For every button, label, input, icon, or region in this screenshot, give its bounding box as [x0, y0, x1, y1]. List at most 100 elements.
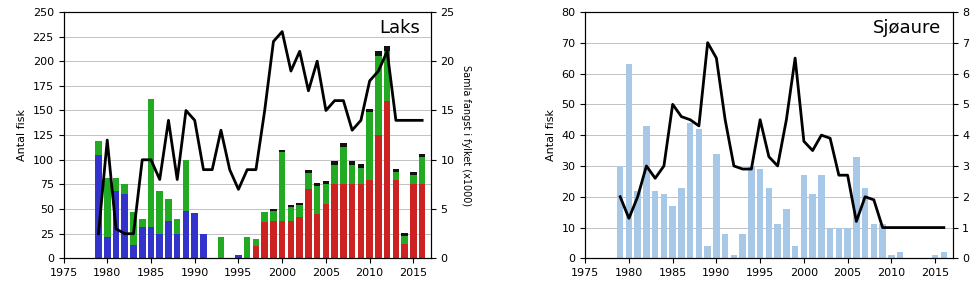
Bar	[139, 219, 146, 227]
Bar	[314, 214, 320, 258]
Bar	[402, 236, 408, 244]
Bar	[402, 233, 408, 236]
Bar	[827, 228, 833, 258]
Y-axis label: Antal fisk: Antal fisk	[546, 109, 556, 161]
Bar	[156, 191, 163, 234]
Bar	[148, 99, 154, 227]
Bar	[278, 221, 285, 258]
Bar	[704, 246, 711, 258]
Bar	[660, 194, 667, 258]
Bar	[713, 154, 720, 258]
Bar	[366, 108, 373, 113]
Bar	[271, 209, 276, 211]
Bar	[932, 255, 938, 258]
Bar	[669, 206, 676, 258]
Bar	[419, 157, 425, 184]
Bar	[235, 255, 241, 258]
Bar	[95, 141, 102, 155]
Bar	[130, 212, 137, 245]
Bar	[331, 161, 338, 165]
Y-axis label: Antal fisk: Antal fisk	[17, 109, 27, 161]
Bar	[643, 126, 650, 258]
Bar	[687, 123, 694, 258]
Bar	[375, 135, 382, 258]
Bar	[262, 222, 268, 258]
Y-axis label: Samla fangst i fylket (x1000): Samla fangst i fylket (x1000)	[461, 64, 472, 206]
Bar	[104, 178, 110, 237]
Bar	[148, 227, 154, 258]
Bar	[278, 150, 285, 152]
Bar	[722, 234, 729, 258]
Bar	[271, 221, 276, 258]
Bar	[287, 205, 294, 207]
Bar	[393, 169, 400, 172]
Bar	[800, 175, 807, 258]
Bar	[384, 46, 391, 51]
Bar	[410, 175, 416, 184]
Text: Sjøaure: Sjøaure	[873, 19, 942, 37]
Bar	[112, 191, 119, 258]
Bar	[349, 161, 356, 165]
Bar	[305, 173, 312, 189]
Bar	[419, 184, 425, 258]
Bar	[358, 184, 364, 258]
Bar	[366, 179, 373, 258]
Bar	[375, 56, 382, 135]
Bar	[322, 184, 329, 204]
Bar	[296, 205, 303, 217]
Bar	[818, 175, 825, 258]
Bar	[174, 234, 181, 258]
Bar	[253, 239, 259, 246]
Bar	[296, 203, 303, 205]
Bar	[104, 237, 110, 258]
Bar	[809, 194, 816, 258]
Bar	[652, 191, 658, 258]
Bar	[410, 184, 416, 258]
Bar	[200, 234, 207, 258]
Bar	[879, 225, 886, 258]
Bar	[322, 204, 329, 258]
Bar	[191, 213, 198, 258]
Bar	[384, 101, 391, 258]
Bar	[296, 217, 303, 258]
Bar	[287, 207, 294, 221]
Bar	[897, 252, 904, 258]
Bar	[278, 152, 285, 221]
Bar	[941, 252, 947, 258]
Bar	[349, 165, 356, 184]
Bar	[775, 225, 781, 258]
Bar	[165, 221, 172, 258]
Bar	[634, 191, 641, 258]
Bar	[218, 237, 225, 258]
Bar	[625, 64, 632, 258]
Bar	[366, 113, 373, 179]
Bar	[253, 246, 259, 258]
Bar	[835, 228, 842, 258]
Bar	[696, 129, 702, 258]
Bar	[871, 225, 877, 258]
Bar	[375, 51, 382, 56]
Bar	[121, 194, 128, 258]
Bar	[174, 219, 181, 234]
Bar	[740, 234, 745, 258]
Bar	[853, 157, 860, 258]
Bar	[262, 212, 268, 222]
Bar	[287, 221, 294, 258]
Bar	[678, 187, 685, 258]
Bar	[358, 168, 364, 184]
Bar	[419, 154, 425, 157]
Bar	[748, 166, 754, 258]
Bar	[862, 187, 869, 258]
Bar	[112, 178, 119, 191]
Bar	[271, 211, 276, 221]
Text: Laks: Laks	[379, 19, 420, 37]
Bar	[384, 51, 391, 101]
Bar	[784, 209, 789, 258]
Bar	[165, 199, 172, 221]
Bar	[340, 143, 347, 147]
Bar	[183, 211, 190, 258]
Bar	[156, 234, 163, 258]
Bar	[139, 227, 146, 258]
Bar	[393, 172, 400, 179]
Bar	[731, 255, 738, 258]
